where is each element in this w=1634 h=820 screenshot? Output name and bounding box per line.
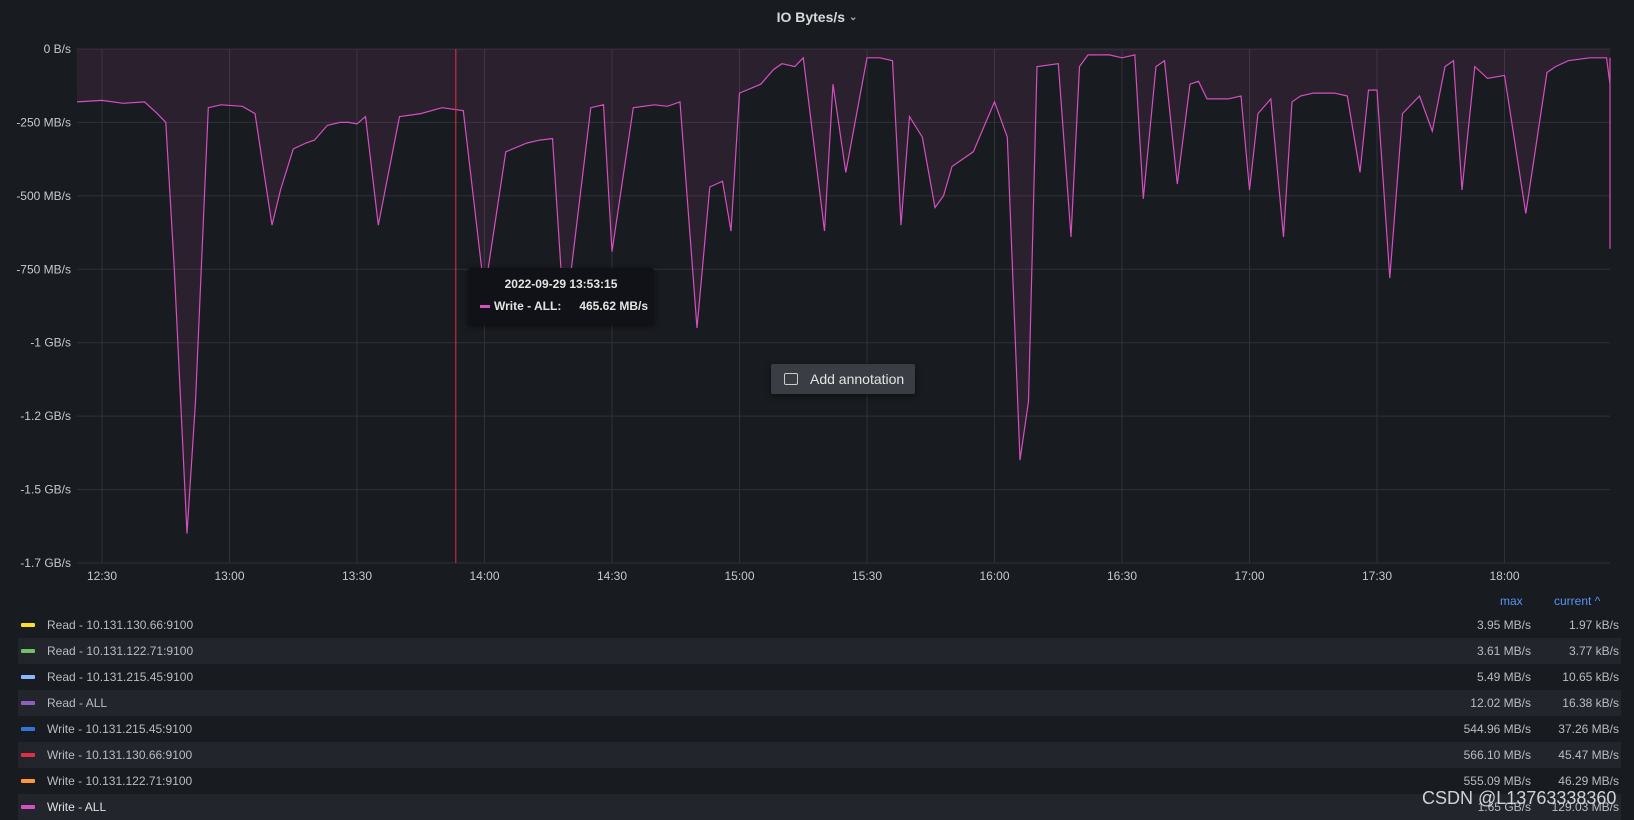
legend-sort-max[interactable]: max bbox=[1500, 594, 1523, 608]
legend-color-swatch[interactable] bbox=[21, 753, 35, 757]
x-tick-label: 17:30 bbox=[1362, 569, 1392, 583]
legend-series-name[interactable]: Write - 10.131.122.71:9100 bbox=[47, 774, 193, 788]
legend-color-swatch[interactable] bbox=[21, 649, 35, 653]
x-tick-label: 13:30 bbox=[342, 569, 372, 583]
legend-current-value: 46.29 MB/s bbox=[1558, 774, 1619, 788]
comment-icon bbox=[784, 373, 798, 385]
legend-color-swatch[interactable] bbox=[21, 727, 35, 731]
y-tick-label: -750 MB/s bbox=[16, 262, 71, 276]
legend-current-value: 3.77 kB/s bbox=[1568, 644, 1619, 658]
legend-current-value: 129.03 MB/s bbox=[1551, 800, 1619, 814]
x-tick-label: 15:30 bbox=[852, 569, 882, 583]
hover-tooltip: 2022-09-29 13:53:15 Write - ALL: 465.62 … bbox=[468, 268, 654, 324]
legend-current-value: 10.65 kB/s bbox=[1562, 670, 1619, 684]
legend-series-name[interactable]: Write - ALL bbox=[47, 800, 107, 814]
legend-row[interactable]: Read - 10.131.122.71:9100 3.61 MB/s 3.77 k… bbox=[18, 638, 1621, 664]
legend-series-name[interactable]: Read - 10.131.130.66:9100 bbox=[47, 618, 194, 632]
x-tick-label: 17:00 bbox=[1234, 569, 1264, 583]
legend-max-value: 544.96 MB/s bbox=[1463, 722, 1531, 736]
legend-series-name[interactable]: Read - 10.131.122.71:9100 bbox=[47, 644, 194, 658]
legend-row[interactable]: Read - ALL 12.02 MB/s 16.38 kB/s bbox=[18, 690, 1621, 716]
legend-sort-current[interactable]: current ^ bbox=[1554, 594, 1601, 608]
legend-color-swatch[interactable] bbox=[21, 623, 35, 627]
legend-max-value: 566.10 MB/s bbox=[1463, 748, 1531, 762]
series-area bbox=[76, 49, 1610, 534]
legend-max-value: 12.02 MB/s bbox=[1470, 696, 1531, 710]
legend-max-value: 5.49 MB/s bbox=[1476, 670, 1531, 684]
legend-row[interactable]: Write - 10.131.130.66:9100 566.10 MB/s 45.… bbox=[18, 742, 1621, 768]
y-tick-label: -1.2 GB/s bbox=[20, 409, 71, 423]
legend-current-value: 45.47 MB/s bbox=[1558, 748, 1619, 762]
legend-row[interactable]: Write - ALL 1.65 GB/s 129.03 MB/s bbox=[18, 794, 1621, 820]
add-annotation-label: Add annotation bbox=[810, 371, 905, 387]
tooltip-time: 2022-09-29 13:53:15 bbox=[504, 277, 618, 291]
io-bytes-chart[interactable]: 0 B/s -250 MB/s -500 MB/s -750 MB/s -1 GB/s -… bbox=[0, 36, 1634, 586]
legend-header: max current ^ bbox=[0, 594, 1634, 612]
x-tick-label: 12:30 bbox=[87, 569, 117, 583]
y-tick-label: 0 B/s bbox=[44, 42, 71, 56]
legend-max-value: 555.09 MB/s bbox=[1463, 774, 1531, 788]
legend-color-swatch[interactable] bbox=[21, 805, 35, 809]
y-tick-label: -1.7 GB/s bbox=[20, 556, 71, 570]
legend-max-value: 3.61 MB/s bbox=[1476, 644, 1531, 658]
x-tick-label: 16:30 bbox=[1107, 569, 1137, 583]
panel-title-menu[interactable]: IO Bytes/s ⌄ bbox=[777, 9, 858, 25]
legend-series-name[interactable]: Read - 10.131.215.45:9100 bbox=[47, 670, 194, 684]
x-tick-label: 14:00 bbox=[469, 569, 499, 583]
y-tick-label: -500 MB/s bbox=[16, 189, 71, 203]
legend-series-name[interactable]: Write - 10.131.130.66:9100 bbox=[47, 748, 193, 762]
x-tick-label: 18:00 bbox=[1489, 569, 1519, 583]
panel-header: IO Bytes/s ⌄ bbox=[0, 0, 1634, 34]
add-annotation-button[interactable]: Add annotation bbox=[771, 364, 915, 394]
legend-current-value: 1.97 kB/s bbox=[1568, 618, 1619, 632]
x-tick-label: 16:00 bbox=[979, 569, 1009, 583]
legend-series-name[interactable]: Read - ALL bbox=[47, 696, 108, 710]
chevron-down-icon: ⌄ bbox=[849, 11, 858, 23]
legend-row[interactable]: Read - 10.131.130.66:9100 3.95 MB/s 1.97 k… bbox=[18, 612, 1621, 638]
series-line bbox=[76, 54, 1611, 534]
legend-table: Read - 10.131.130.66:9100 3.95 MB/s 1.97 k… bbox=[18, 612, 1621, 820]
legend-series-name[interactable]: Write - 10.131.215.45:9100 bbox=[47, 722, 193, 736]
legend-max-value: 1.65 GB/s bbox=[1477, 800, 1531, 814]
legend-current-value: 37.26 MB/s bbox=[1558, 722, 1619, 736]
legend-max-value: 3.95 MB/s bbox=[1476, 618, 1531, 632]
tooltip-series-swatch bbox=[480, 304, 490, 308]
x-tick-label: 14:30 bbox=[597, 569, 627, 583]
watermark: CSDN @L13763338360 bbox=[1422, 788, 1617, 808]
tooltip-row: Write - ALL: 465.62 MB/s bbox=[480, 299, 654, 313]
x-tick-label: 13:00 bbox=[214, 569, 244, 583]
tooltip-series-name: Write - ALL: bbox=[494, 299, 562, 313]
legend-row[interactable]: Read - 10.131.215.45:9100 5.49 MB/s 10.65 … bbox=[18, 664, 1621, 690]
y-tick-label: -250 MB/s bbox=[16, 115, 71, 129]
tooltip-value: 465.62 MB/s bbox=[579, 299, 649, 313]
legend-current-value: 16.38 kB/s bbox=[1562, 696, 1619, 710]
x-tick-label: 15:00 bbox=[724, 569, 754, 583]
legend-color-swatch[interactable] bbox=[21, 675, 35, 679]
y-tick-label: -1 GB/s bbox=[30, 336, 71, 350]
legend-row[interactable]: Write - 10.131.215.45:9100 544.96 MB/s 37.… bbox=[18, 716, 1621, 742]
panel-title: IO Bytes/s bbox=[776, 9, 846, 25]
legend-color-swatch[interactable] bbox=[21, 701, 35, 705]
legend-row[interactable]: Write - 10.131.122.71:9100 555.09 MB/s 46.… bbox=[18, 768, 1621, 794]
legend-color-swatch[interactable] bbox=[21, 779, 35, 783]
y-tick-label: -1.5 GB/s bbox=[20, 483, 71, 497]
